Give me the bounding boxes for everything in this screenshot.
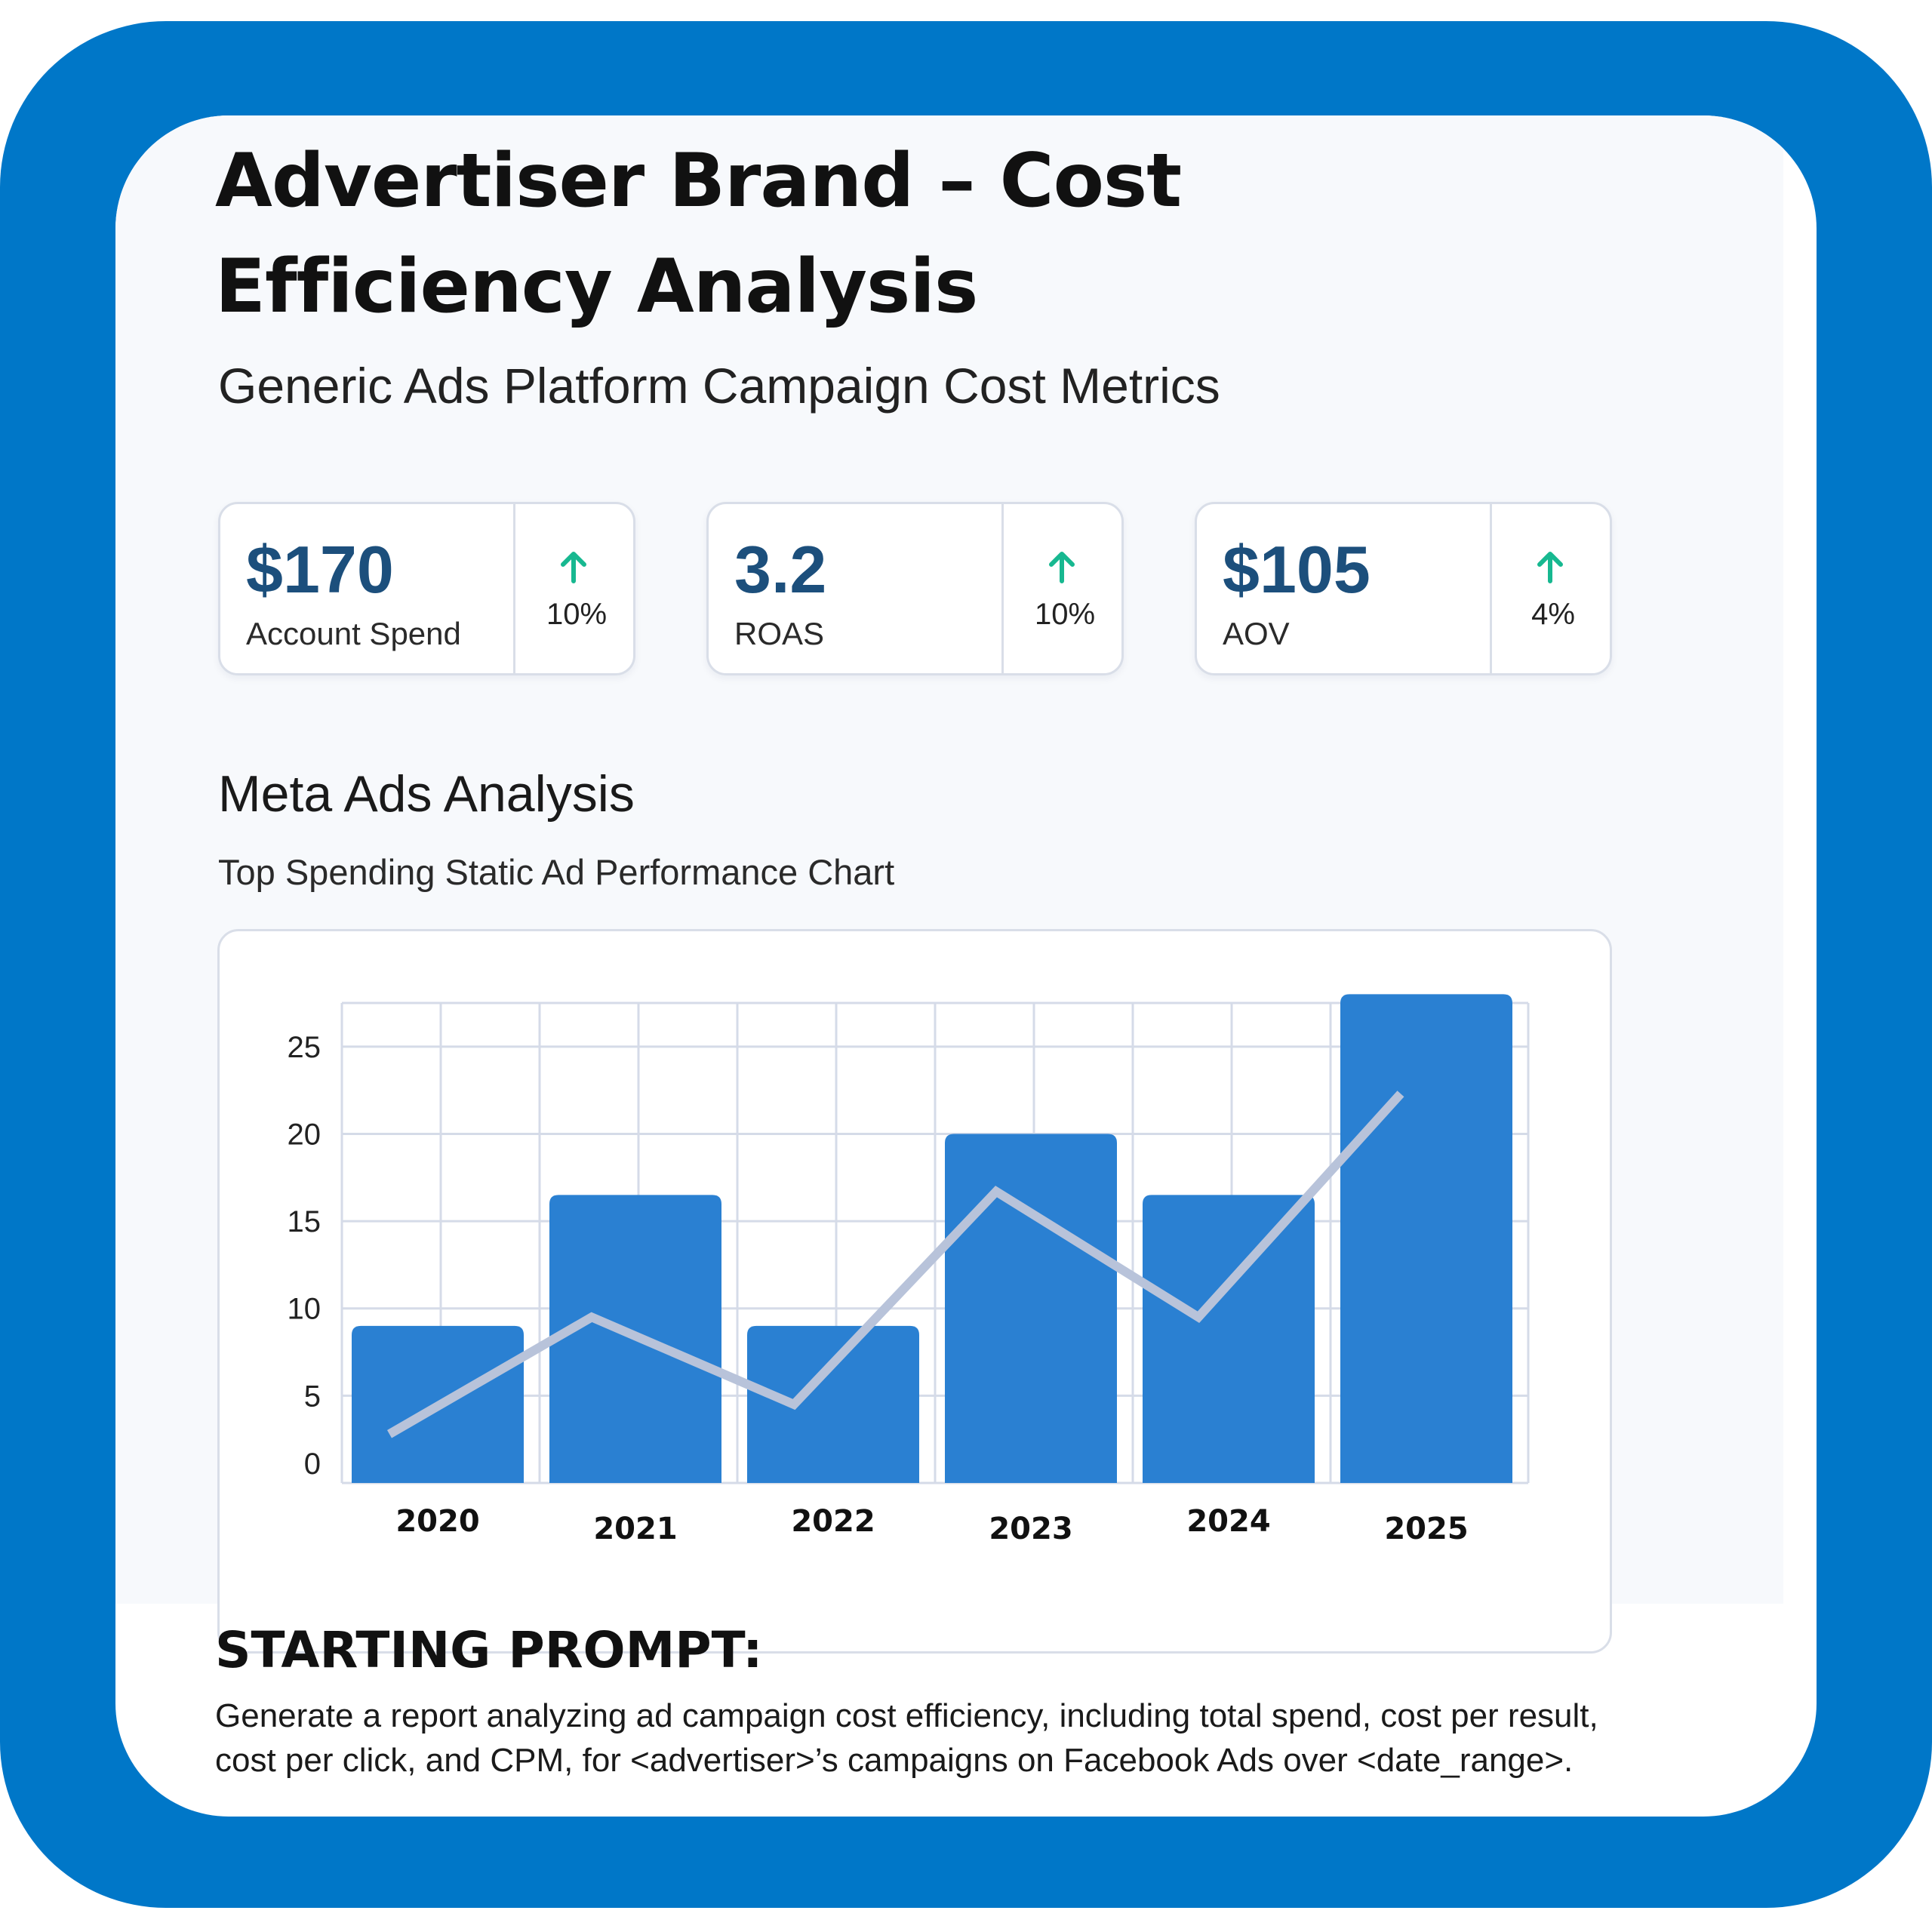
kpi-divider — [1490, 504, 1492, 673]
kpi-card-account-spend: $170 Account Spend 10% — [218, 502, 635, 675]
kpi-divider — [513, 504, 515, 673]
x-tick-label: 2025 — [1384, 1512, 1468, 1546]
bar — [1143, 1195, 1315, 1483]
chart-subtitle: Top Spending Static Ad Performance Chart — [218, 852, 895, 892]
y-tick-label: 20 — [288, 1118, 321, 1151]
kpi-card-aov: $105 AOV 4% — [1195, 502, 1612, 675]
report-title-line-2: Efficiency Analysis — [215, 244, 978, 330]
bar — [747, 1325, 919, 1483]
kpi-change: 4% — [1531, 598, 1575, 631]
kpi-label: Account Spend — [246, 616, 461, 651]
kpi-change: 10% — [546, 598, 608, 631]
x-tick-label: 2022 — [791, 1504, 875, 1539]
kpi-label: AOV — [1223, 616, 1290, 651]
bar — [945, 1134, 1117, 1483]
report-subtitle: Generic Ads Platform Campaign Cost Metri… — [218, 358, 1220, 414]
prompt-heading: STARTING PROMPT: — [215, 1621, 763, 1679]
arrow-up-icon — [1537, 552, 1563, 583]
section-title: Meta Ads Analysis — [218, 765, 635, 823]
kpi-divider — [1001, 504, 1004, 673]
kpi-value: $170 — [246, 532, 394, 607]
arrow-up-icon — [561, 552, 586, 583]
report-area: Advertiser Brand – Cost Efficiency Analy… — [115, 115, 1783, 1654]
content-card: Advertiser Brand – Cost Efficiency Analy… — [115, 115, 1817, 1817]
y-tick-label: 5 — [304, 1380, 321, 1413]
y-tick-label: 0 — [304, 1447, 321, 1481]
kpi-value: $105 — [1223, 532, 1371, 607]
y-tick-label: 15 — [288, 1205, 321, 1238]
trend-line — [386, 1091, 1404, 1438]
prompt-text-line-1: Generate a report analyzing ad campaign … — [215, 1697, 1598, 1734]
kpi-value: 3.2 — [734, 532, 827, 607]
x-tick-label: 2023 — [989, 1512, 1072, 1546]
bar — [1340, 994, 1512, 1483]
x-tick-label: 2024 — [1186, 1504, 1270, 1539]
x-tick-label: 2020 — [395, 1504, 479, 1539]
y-tick-label: 10 — [288, 1293, 321, 1326]
report-title-line-1: Advertiser Brand – Cost — [215, 138, 1182, 224]
prompt-text-line-2: cost per click, and CPM, for <advertiser… — [215, 1742, 1574, 1779]
x-tick-label: 2021 — [593, 1512, 677, 1546]
y-tick-label: 25 — [288, 1031, 321, 1064]
kpi-card-roas: 3.2 ROAS 10% — [706, 502, 1124, 675]
kpi-label: ROAS — [734, 616, 825, 651]
arrow-up-icon — [1049, 552, 1075, 583]
kpi-change: 10% — [1034, 598, 1096, 631]
